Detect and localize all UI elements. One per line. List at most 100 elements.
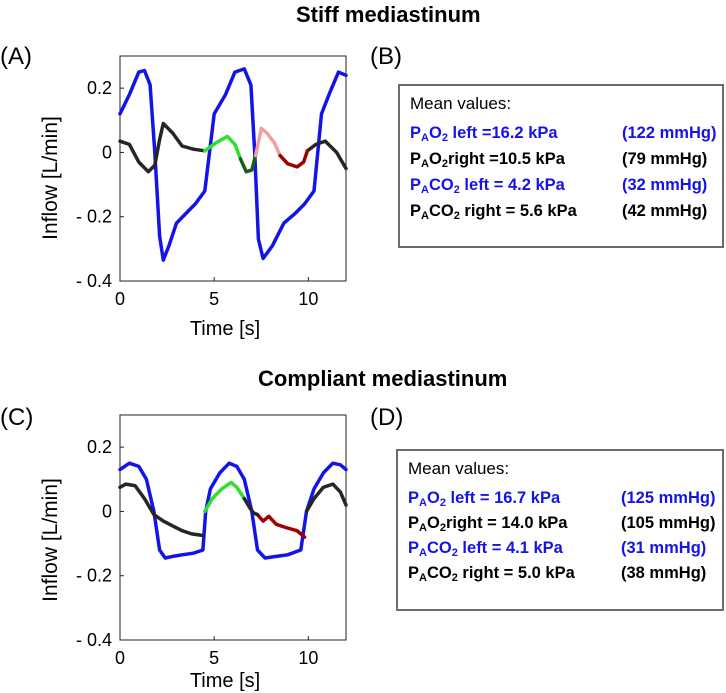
symbol: P bbox=[408, 489, 420, 507]
series-line-right-transition bbox=[242, 496, 260, 517]
gas-subscript: 2 bbox=[451, 547, 458, 559]
mmhg-value: (125 mmHg) bbox=[621, 489, 716, 507]
title-compliant: Compliant mediastinum bbox=[258, 366, 508, 391]
gas: O bbox=[428, 150, 442, 168]
pressure-value: right = 14.0 kPa bbox=[445, 514, 568, 532]
x-tick-label: 5 bbox=[209, 289, 219, 309]
panel-label-c: (C) bbox=[0, 404, 34, 431]
mmhg-value: (79 mmHg) bbox=[622, 150, 708, 168]
gas: CO bbox=[428, 202, 454, 220]
y-tick-label: 0 bbox=[102, 501, 112, 521]
mean-values-box-stiff: Mean values: PAO2 left =16.2 kPa (122 mmH… bbox=[398, 84, 724, 248]
subscript: A bbox=[421, 210, 429, 222]
series-line-right-lung-inflow bbox=[118, 121, 207, 174]
mean-value-row: PACO2 right = 5.0 kPa (38 mmHg) bbox=[408, 564, 714, 586]
subscript: A bbox=[421, 158, 429, 170]
symbol: P bbox=[410, 176, 422, 194]
gas-subscript: 2 bbox=[451, 572, 458, 584]
symbol: P bbox=[408, 564, 420, 582]
y-axis-label: Inflow [L/min] bbox=[39, 478, 62, 602]
mean-value-row: PAO2right = 14.0 kPa (105 mmHg) bbox=[408, 514, 716, 536]
pressure-value: right = 5.6 kPa bbox=[459, 202, 577, 220]
y-axis-label: Inflow [L/min] bbox=[39, 116, 62, 240]
x-tick-label: 10 bbox=[298, 648, 318, 668]
mmhg-value: (42 mmHg) bbox=[622, 202, 708, 220]
mean-value-row: PAO2 left = 16.7 kPa (125 mmHg) bbox=[408, 489, 716, 511]
pressure-label: PAO2right = 14.0 kPa bbox=[408, 514, 567, 534]
pressure-label: PACO2 right = 5.6 kPa bbox=[410, 202, 577, 222]
pressure-value: left =16.2 kPa bbox=[447, 124, 558, 142]
gas: CO bbox=[426, 564, 452, 582]
x-tick-label: 0 bbox=[115, 648, 125, 668]
gas: O bbox=[426, 489, 440, 507]
mmhg-value: (105 mmHg) bbox=[621, 514, 716, 532]
mean-value-row: PACO2 left = 4.1 kPa (31 mmHg) bbox=[408, 539, 714, 561]
gas-subscript: 2 bbox=[453, 210, 460, 222]
pressure-label: PAO2 left =16.2 kPa bbox=[410, 124, 558, 144]
series-line-right-lung-inflow-cont- bbox=[304, 482, 348, 514]
symbol: P bbox=[410, 150, 422, 168]
series-line-right-expiration bbox=[278, 149, 310, 169]
symbol: P bbox=[410, 124, 422, 142]
x-axis-label: Time [s] bbox=[190, 318, 260, 340]
symbol: P bbox=[408, 539, 420, 557]
chart-compliant: 0 5 10 0.2 0 - 0.2 - 0.4 Time [s] Inflow [L/mi… bbox=[39, 414, 348, 692]
plot-frame bbox=[119, 55, 347, 282]
mean-value-row: PAO2 left =16.2 kPa (122 mmHg) bbox=[410, 124, 717, 146]
chart-stiff: 0 5 10 0.2 0 - 0.2 - 0.4 Time [s] Inflow [L/mi… bbox=[39, 55, 348, 340]
x-axis-label: Time [s] bbox=[190, 670, 260, 692]
series-line-left-expiration bbox=[255, 512, 307, 539]
box-header: Mean values: bbox=[410, 94, 512, 113]
plot-frame bbox=[119, 414, 347, 641]
pressure-value: right =10.5 kPa bbox=[447, 150, 565, 168]
box-header: Mean values: bbox=[408, 459, 510, 478]
mmhg-value: (31 mmHg) bbox=[621, 539, 707, 557]
series-line-left-inspiration bbox=[203, 134, 243, 161]
pressure-label: PAO2right =10.5 kPa bbox=[410, 150, 565, 170]
gas-subscript: 2 bbox=[439, 497, 446, 509]
mmhg-value: (32 mmHg) bbox=[622, 176, 708, 194]
mean-value-row: PACO2 left = 4.2 kPa (32 mmHg) bbox=[410, 176, 714, 198]
mmhg-value: (122 mmHg) bbox=[622, 124, 717, 142]
gas-subscript: 2 bbox=[441, 132, 448, 144]
series-line-right-inspiration bbox=[253, 126, 282, 158]
panel-label-d: (D) bbox=[370, 404, 404, 431]
gas-subscript: 2 bbox=[441, 158, 448, 170]
x-tick-label: 0 bbox=[115, 289, 125, 309]
subscript: A bbox=[419, 547, 427, 559]
x-tick-label: 5 bbox=[209, 648, 219, 668]
x-tick-label: 10 bbox=[298, 289, 318, 309]
gas: CO bbox=[426, 539, 452, 557]
y-tick-label: - 0.2 bbox=[76, 207, 112, 227]
panel-label-b: (B) bbox=[370, 43, 402, 70]
y-tick-label: 0 bbox=[102, 142, 112, 162]
subscript: A bbox=[419, 497, 427, 509]
mean-value-row: PACO2 right = 5.6 kPa (42 mmHg) bbox=[410, 202, 714, 224]
pressure-label: PACO2 left = 4.2 kPa bbox=[410, 176, 565, 196]
mmhg-value: (38 mmHg) bbox=[621, 564, 707, 582]
subscript: A bbox=[421, 132, 429, 144]
mean-value-row: PAO2right =10.5 kPa (79 mmHg) bbox=[410, 150, 714, 172]
gas: O bbox=[426, 514, 440, 532]
y-tick-label: 0.2 bbox=[87, 78, 112, 98]
series-line-right-lung-inflow bbox=[118, 482, 205, 538]
mean-values-box-compliant: Mean values: PAO2 left = 16.7 kPa (125 mm… bbox=[396, 449, 724, 611]
gas: CO bbox=[428, 176, 454, 194]
series-line-left-inspiration bbox=[203, 480, 247, 514]
pressure-value: right = 5.0 kPa bbox=[457, 564, 575, 582]
gas: O bbox=[428, 124, 442, 142]
pressure-value: left = 16.7 kPa bbox=[445, 489, 561, 507]
gas-subscript: 2 bbox=[453, 184, 460, 196]
series-line-right-lung-inflow-cont- bbox=[305, 139, 348, 171]
series-line-left-lung-inflow bbox=[118, 67, 348, 262]
y-tick-label: 0.2 bbox=[87, 437, 112, 457]
subscript: A bbox=[419, 572, 427, 584]
pressure-value: left = 4.1 kPa bbox=[457, 539, 563, 557]
pressure-label: PAO2 left = 16.7 kPa bbox=[408, 489, 560, 509]
symbol: P bbox=[408, 514, 420, 532]
pressure-label: PACO2 right = 5.0 kPa bbox=[408, 564, 575, 584]
series-line-left-expiration bbox=[238, 153, 258, 174]
pressure-label: PACO2 left = 4.1 kPa bbox=[408, 539, 563, 559]
symbol: P bbox=[410, 202, 422, 220]
y-tick-label: - 0.4 bbox=[76, 271, 112, 291]
